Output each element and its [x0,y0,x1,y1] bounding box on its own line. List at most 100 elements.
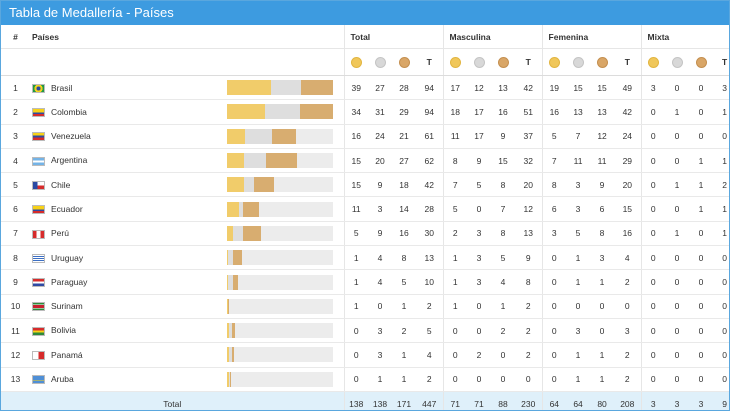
mixta-t-cell: 3 [713,75,729,101]
rank-cell: 3 [1,124,30,149]
mixta-silver-medal-icon[interactable] [665,48,690,76]
total-gold-cell: 15 [343,148,368,174]
country-cell[interactable]: Venezuela [30,124,227,149]
country-cell[interactable]: Paraguay [30,269,227,295]
masculina-gold-cell: 0 [442,342,467,368]
table-row[interactable]: 12 Panamá 0 3 1 4 0 2 0 2 0 1 1 2 0 0 0 0 [1,342,729,368]
masculina-bronze-medal-icon[interactable] [491,48,515,76]
total-silver-medal-icon[interactable] [368,48,392,76]
mixta-t-cell: 0 [713,367,729,392]
header-spacer [227,48,344,76]
rank-cell: 13 [1,367,30,392]
country-cell[interactable]: Uruguay [30,245,227,271]
country-cell[interactable]: Panamá [30,342,227,368]
total-gold-cell: 11 [343,196,368,222]
bolivia-flag-icon [32,326,45,336]
rank-cell: 1 [1,75,30,101]
mixta-bronze-cell: 0 [689,294,714,319]
medal-distribution-bar [227,298,333,314]
country-cell[interactable]: Colombia [30,99,227,125]
country-name: Bolivia [51,325,77,336]
masculina-t-cell: 42 [515,75,543,101]
medal-bar-cell [227,75,344,101]
table-row[interactable]: 10 Surinam 1 0 1 2 1 0 1 2 0 0 0 0 0 0 0 0 [1,294,729,319]
masculina-total-header[interactable]: T [515,48,543,76]
bronze-medal-icon [695,56,707,68]
header-countries[interactable]: Países [30,25,227,49]
masculina-bronze-cell: 2 [491,318,515,344]
femenina-silver-medal-icon[interactable] [566,48,591,76]
country-cell[interactable]: Chile [30,172,227,198]
total-gold-cell: 1 [343,245,368,271]
medal-distribution-bar [227,274,333,290]
table-row[interactable]: 11 Bolivia 0 3 2 5 0 0 2 2 0 3 0 3 0 0 0 0 [1,318,729,344]
table-row[interactable]: 13 Aruba 0 1 1 2 0 0 0 0 0 1 1 2 0 0 0 0 [1,367,729,392]
total-bronze-cell: 2 [392,318,416,344]
masculina-silver-medal-icon[interactable] [467,48,491,76]
country-cell[interactable]: Aruba [30,367,227,392]
total-total-header[interactable]: T [416,48,443,76]
masculina-t-cell: 9 [515,245,543,271]
mixta-gold-medal-icon[interactable] [640,48,666,76]
femenina-gold-cell: 0 [541,318,567,344]
total-bronze-medal-icon[interactable] [392,48,416,76]
country-cell[interactable]: Bolivia [30,318,227,344]
mixta-total-header[interactable]: T [713,48,729,76]
table-row[interactable]: 6 Ecuador 11 3 14 28 5 0 7 12 6 3 6 15 0 0 1 1 [1,196,729,222]
total-gold-medal-icon[interactable] [343,48,368,76]
totals-femenina-t-cell: 208 [620,398,635,409]
masculina-t-cell: 51 [515,99,543,125]
table-row[interactable]: 4 Argentina 15 20 27 62 8 9 15 32 7 11 11 29 0 0 1 1 [1,148,729,174]
country-cell[interactable]: Perú [30,221,227,247]
total-t-cell: 62 [416,148,443,174]
femenina-total-header[interactable]: T [614,48,642,76]
femenina-bronze-cell: 8 [590,221,615,247]
gold-segment [227,104,266,120]
country-name: Brasil [51,82,73,93]
medal-distribution-bar [227,371,333,387]
femenina-bronze-cell: 0 [590,294,615,319]
bronze-segment [232,274,239,290]
femenina-t-cell: 15 [614,196,642,222]
femenina-gold-cell: 0 [541,342,567,368]
paraguay-flag-icon [32,278,45,288]
bronze-segment [230,371,232,387]
masculina-silver-cell: 5 [467,172,491,198]
country-cell[interactable]: Surinam [30,294,227,319]
table-row[interactable]: 7 Perú 5 9 16 30 2 3 8 13 3 5 8 16 0 1 0 1 [1,221,729,247]
table-row[interactable]: 8 Uruguay 1 4 8 13 1 3 5 9 0 1 3 4 0 0 0 0 [1,245,729,271]
gold-medal-icon [449,56,461,68]
table-row[interactable]: 5 Chile 15 9 18 42 7 5 8 20 8 3 9 20 0 1 1 2 [1,172,729,198]
total-silver-cell: 1 [368,367,392,392]
mixta-bronze-medal-icon[interactable] [689,48,714,76]
femenina-bronze-cell: 1 [590,269,615,295]
total-bronze-cell: 5 [392,269,416,295]
table-row[interactable]: 1 Brasil 39 27 28 94 17 12 13 42 19 15 15 49 3 0 0 3 [1,75,729,101]
femenina-bronze-medal-icon[interactable] [590,48,615,76]
table-row[interactable]: 3 Venezuela 16 24 21 61 11 17 9 37 5 7 12 24 0 0 0 0 [1,124,729,149]
masculina-t-cell: 8 [515,269,543,295]
country-cell[interactable]: Brasil [30,75,227,101]
total-t-cell: 2 [416,294,443,319]
femenina-gold-medal-icon[interactable] [541,48,567,76]
medal-distribution-bar [227,153,333,169]
masculina-gold-medal-icon[interactable] [442,48,467,76]
totals-total-t-cell: 447 [422,398,437,409]
rank-cell: 12 [1,342,30,368]
ecuador-flag-icon [32,205,45,215]
country-cell[interactable]: Ecuador [30,196,227,222]
table-row[interactable]: 2 Colombia 34 31 29 94 18 17 16 51 16 13 13 42 0 1 0 1 [1,99,729,125]
masculina-silver-cell: 12 [467,75,491,101]
masculina-silver-cell: 3 [467,221,491,247]
country-cell[interactable]: Argentina [30,148,227,174]
total-t-cell: 42 [416,172,443,198]
medal-bar-cell [227,318,344,344]
table-row[interactable]: 9 Paraguay 1 4 5 10 1 3 4 8 0 1 1 2 0 0 0 0 [1,269,729,295]
masculina-gold-cell: 1 [442,294,467,319]
mixta-t-cell: 0 [713,342,729,368]
mixta-bronze-cell: 0 [689,318,714,344]
femenina-gold-cell: 8 [541,172,567,198]
gold-segment [227,201,240,217]
